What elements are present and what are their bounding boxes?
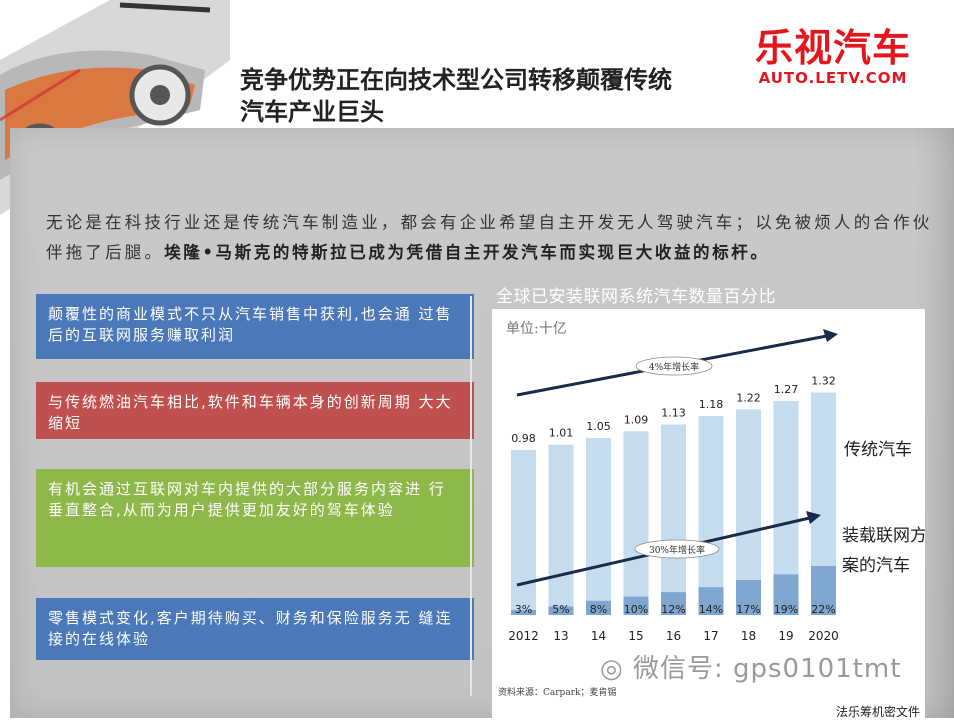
- bar-traditional-17: [698, 416, 724, 615]
- value-label-traditional-13: 1.01: [549, 427, 574, 440]
- annotation-connected-growth: 30%年增长率: [649, 544, 705, 556]
- legend-label-connected-line2: 案的汽车: [842, 556, 910, 576]
- slide-title: 竞争优势正在向技术型公司转移颠覆传统 汽车产业巨头: [240, 64, 740, 128]
- slide-title-line2: 汽车产业巨头: [240, 98, 384, 126]
- annotation-bubble-connected: [634, 539, 720, 559]
- chart-source: 资料来源：Carpark；麦肯锡: [498, 686, 616, 698]
- annotation-bubble-traditional: [635, 356, 713, 376]
- value-label-connected-13: 5%: [552, 603, 569, 616]
- x-tick-2020: 2020: [808, 629, 839, 643]
- bar-connected-14: [586, 600, 611, 615]
- bar-traditional-13: [548, 444, 574, 615]
- value-label-connected-2012: 3%: [515, 603, 532, 616]
- intro-paragraph: 无论是在科技行业还是传统汽车制造业，都会有企业希望自主开发无人驾驶汽车；以免被烦…: [46, 208, 944, 268]
- value-label-connected-19: 19%: [774, 603, 798, 616]
- x-tick-2012: 2012: [508, 629, 539, 643]
- trend-arrow-head-traditional: [823, 329, 838, 342]
- logo-chinese: 乐视汽车: [754, 26, 911, 70]
- column-divider: [470, 296, 472, 696]
- slide-title-line1: 竞争优势正在向技术型公司转移颠覆传统: [240, 66, 672, 94]
- value-label-connected-14: 8%: [590, 603, 607, 616]
- x-tick-16: 16: [666, 629, 681, 643]
- annotation-traditional-growth: 4%年增长率: [649, 361, 699, 373]
- value-label-connected-15: 10%: [624, 603, 648, 616]
- chart-unit-label: 单位:十亿: [506, 321, 567, 337]
- value-label-traditional-18: 1.22: [736, 391, 761, 404]
- bar-connected-19: [773, 574, 799, 615]
- value-label-traditional-17: 1.18: [699, 398, 724, 411]
- trend-arrow-head-connected: [806, 511, 821, 524]
- intro-normal-text: 无论是在科技行业还是传统汽车制造业，都会有企业希望自主开发无人驾驶汽车；以免被烦…: [46, 213, 933, 262]
- bar-traditional-14: [586, 438, 611, 615]
- value-label-connected-2020: 22%: [811, 603, 835, 616]
- x-tick-19: 19: [778, 629, 793, 643]
- intro-bold-text: 埃隆•马斯克的特斯拉已成为凭借自主开发汽车而实现巨大收益的标杆。: [164, 243, 770, 262]
- x-tick-15: 15: [628, 629, 643, 643]
- x-tick-18: 18: [741, 629, 756, 643]
- wechat-watermark: ◎ 微信号: gps0101tmt: [600, 648, 901, 685]
- bar-traditional-15: [623, 431, 649, 615]
- value-label-traditional-2012: 0.98: [511, 432, 536, 445]
- footer-confidential: 法乐筹机密文件: [836, 705, 921, 719]
- x-tick-13: 13: [553, 629, 568, 643]
- logo-english: AUTO.LETV.COM: [758, 69, 908, 87]
- chart-area: 单位:十亿 0.98 3% 2012 1.01 5% 13 1.05 8% 14 1.09 10% 15…: [492, 309, 925, 719]
- value-label-connected-18: 17%: [736, 603, 760, 616]
- bar-connected-2020: [811, 566, 836, 615]
- value-label-traditional-14: 1.05: [586, 420, 611, 433]
- value-label-connected-17: 14%: [699, 603, 723, 616]
- chart-title: 全球已安装联网系统汽车数量百分比: [496, 287, 776, 307]
- bar-connected-16: [661, 592, 686, 615]
- x-tick-14: 14: [591, 629, 606, 643]
- legend-label-traditional: 传统汽车: [844, 440, 912, 460]
- point-box-innovation-cycle: 与传统燃油汽车相比,软件和车辆本身的创新周期 大大缩短: [36, 382, 474, 439]
- letv-auto-logo: 乐视汽车 AUTO.LETV.COM: [748, 26, 918, 86]
- bar-connected-18: [736, 580, 761, 615]
- bar-connected-13: [548, 606, 574, 615]
- x-tick-17: 17: [703, 629, 718, 643]
- value-label-traditional-15: 1.09: [624, 413, 649, 426]
- bar-chart: 单位:十亿 0.98 3% 2012 1.01 5% 13 1.05 8% 14 1.09 10% 15…: [498, 321, 925, 698]
- bar-traditional-16: [661, 424, 686, 615]
- wechat-icon: ◎: [600, 654, 633, 684]
- value-label-traditional-16: 1.13: [661, 407, 686, 420]
- point-box-retail-model: 零售模式变化,客户期待购买、财务和保险服务无 缝连接的在线体验: [36, 598, 474, 660]
- bar-connected-17: [698, 587, 724, 615]
- value-label-traditional-2020: 1.32: [811, 374, 836, 387]
- point-box-vertical-integration: 有机会通过互联网对车内提供的大部分服务内容进 行垂直整合,从而为用户提供更加友好…: [36, 469, 474, 567]
- bar-connected-15: [623, 596, 649, 615]
- bar-connected-2012: [511, 610, 536, 615]
- point-box-business-model: 颠覆性的商业模式不只从汽车销售中获利,也会通 过售后的互联网服务赚取利润: [36, 294, 474, 359]
- legend-label-connected-line1: 装载联网方: [842, 526, 925, 546]
- bar-traditional-2012: [511, 449, 536, 615]
- watermark-text: 微信号: gps0101tmt: [632, 654, 902, 684]
- value-label-connected-16: 12%: [661, 603, 685, 616]
- value-label-traditional-19: 1.27: [774, 383, 799, 396]
